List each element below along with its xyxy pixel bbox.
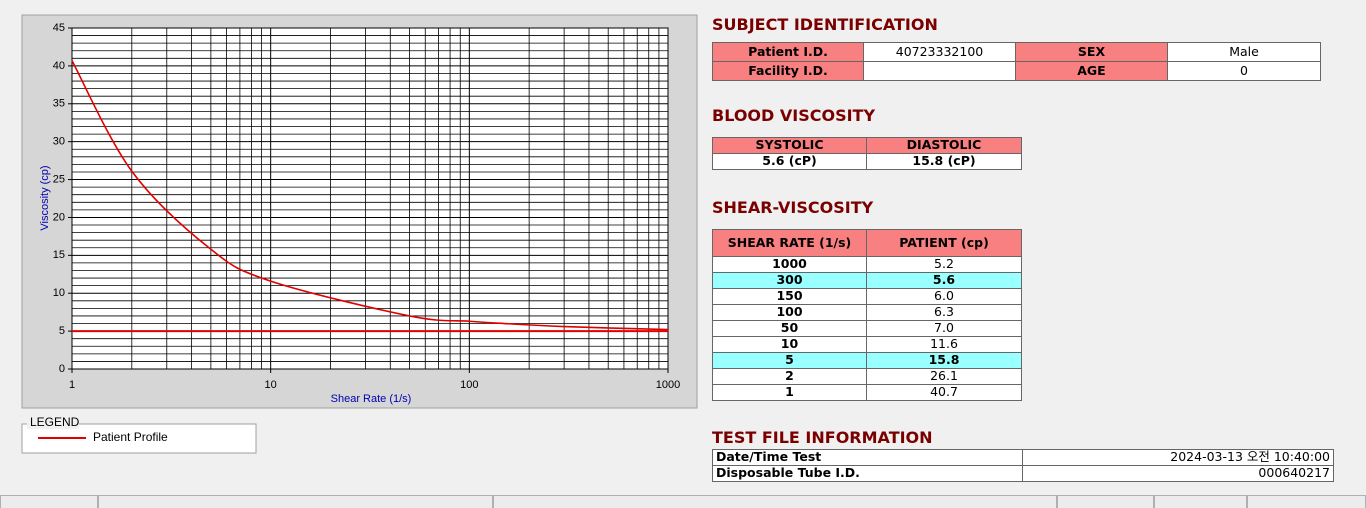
x-tick-label: 100 [460,379,478,391]
data-line [71,60,669,331]
field-value: 2024-03-13 오전 10:40:00 [1022,449,1334,466]
plot-area [72,28,668,369]
table-cell: 5.6 (cP) [712,153,867,170]
table-cell: 26.1 [866,368,1022,385]
table-cell: 11.6 [866,336,1022,353]
table-cell: 6.0 [866,288,1022,305]
x-tick-label: 10 [265,379,277,391]
field-label: Date/Time Test [712,449,1023,466]
table-cell: 1000 [712,256,867,273]
x-axis-label: Shear Rate (1/s) [331,393,412,405]
table-cell: 300 [712,272,867,289]
status-panel [1057,495,1154,508]
column-header: SHEAR RATE (1/s) [712,229,867,257]
field-value: 0 [1167,61,1321,81]
table-cell: 1 [712,384,867,401]
status-panel [1247,495,1366,508]
column-header: DIASTOLIC [866,137,1022,154]
y-tick-label: 45 [53,22,65,34]
column-header: PATIENT (cp) [866,229,1022,257]
legend-title: LEGEND [30,415,80,429]
column-header: SYSTOLIC [712,137,867,154]
y-tick-label: 25 [53,173,65,185]
table-cell: 100 [712,304,867,321]
y-tick-label: 15 [53,249,65,261]
table-cell: 15.8 (cP) [866,153,1022,170]
y-tick-label: 30 [53,136,65,148]
table-cell: 5 [712,352,867,369]
legend-title-bg [27,417,79,429]
y-tick-label: 5 [59,325,65,337]
field-label: AGE [1015,61,1168,81]
chart: Shear Rate (1/s) Viscosity (cp) LEGEND 0… [21,14,698,454]
field-label: SEX [1015,42,1168,62]
x-tick-label: 1 [69,379,75,391]
y-tick-label: 40 [53,60,65,72]
field-value: Male [1167,42,1321,62]
field-label: Disposable Tube I.D. [712,465,1023,482]
field-value: 000640217 [1022,465,1334,482]
table-cell: 2 [712,368,867,385]
status-panel [1154,495,1247,508]
field-label: Patient I.D. [712,42,864,62]
plot-frame [71,27,669,370]
status-panel [98,495,493,508]
table-cell: 6.3 [866,304,1022,321]
table-cell: 7.0 [866,320,1022,337]
section-title: SUBJECT IDENTIFICATION [712,15,938,34]
y-tick-label: 0 [59,363,65,375]
status-panel [0,495,98,508]
table-cell: 40.7 [866,384,1022,401]
section-title: TEST FILE INFORMATION [712,428,933,447]
field-value [863,61,1016,81]
legend-label: Patient Profile [93,430,168,444]
x-tick-label: 1000 [656,379,680,391]
status-panel [493,495,1057,508]
table-cell: 50 [712,320,867,337]
section-title: BLOOD VISCOSITY [712,106,876,125]
section-title: SHEAR-VISCOSITY [712,198,874,217]
table-cell: 15.8 [866,352,1022,369]
field-label: Facility I.D. [712,61,864,81]
field-value: 40723332100 [863,42,1016,62]
table-cell: 150 [712,288,867,305]
y-tick-label: 35 [53,98,65,110]
table-cell: 5.2 [866,256,1022,273]
y-axis-label: Viscosity (cp) [39,165,51,230]
y-tick-label: 10 [53,287,65,299]
table-cell: 5.6 [866,272,1022,289]
y-tick-label: 20 [53,211,65,223]
table-cell: 10 [712,336,867,353]
